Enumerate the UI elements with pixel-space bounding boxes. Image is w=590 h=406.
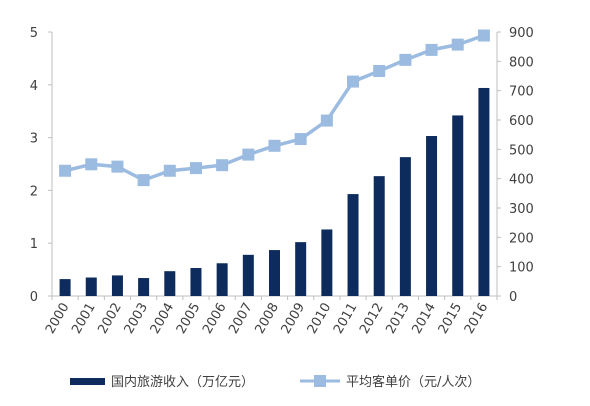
x-tick-label: 2007 xyxy=(226,301,256,337)
bar-2014 xyxy=(426,136,438,296)
left-axis-tick-label: 2 xyxy=(30,184,38,199)
x-tick-label: 2003 xyxy=(122,301,152,337)
x-tick-label: 2001 xyxy=(69,301,99,337)
bar-2009 xyxy=(295,242,307,296)
x-tick-label: 2016 xyxy=(462,300,492,336)
line-marker-2010 xyxy=(320,114,333,127)
line-marker-2014 xyxy=(425,43,438,56)
legend-bar-label: 国内旅游收入（万亿元） xyxy=(111,374,254,390)
left-axis-tick-label: 4 xyxy=(30,79,38,94)
line-marker-2004 xyxy=(163,164,176,177)
right-axis-tick-label: 300 xyxy=(509,202,534,217)
line-marker-2001 xyxy=(85,158,98,171)
bar-2011 xyxy=(347,194,359,296)
legend-line-marker xyxy=(314,375,326,387)
line-marker-2015 xyxy=(451,38,464,51)
bar-series xyxy=(59,87,490,296)
right-axis-tick-label: 600 xyxy=(509,114,534,129)
legend: 国内旅游收入（万亿元） 平均客单价（元/人次） xyxy=(70,374,480,390)
legend-line-label: 平均客单价（元/人次） xyxy=(346,374,480,390)
right-axis-tick-label: 800 xyxy=(509,55,534,70)
x-tick-label: 2013 xyxy=(383,301,413,337)
left-axis-tick-label: 0 xyxy=(30,290,38,305)
x-tick-label: 2011 xyxy=(331,301,361,337)
right-axis-tick-label: 700 xyxy=(509,85,534,100)
line-path xyxy=(64,33,485,182)
line-marker-2009 xyxy=(294,133,307,146)
bar-2004 xyxy=(164,271,176,296)
left-axis-tick-label: 5 xyxy=(30,26,38,41)
right-axis-tick-label: 100 xyxy=(509,261,534,276)
left-axis-tick-label: 1 xyxy=(30,237,38,252)
x-tick-label: 2014 xyxy=(409,301,439,337)
line-marker-2005 xyxy=(189,162,202,175)
bar-2006 xyxy=(216,263,228,296)
x-tick-label: 2000 xyxy=(43,301,73,337)
line-marker-2006 xyxy=(216,159,229,172)
right-axis-tick-label: 200 xyxy=(509,231,534,246)
bar-2002 xyxy=(111,275,123,296)
right-axis-tick-label: 500 xyxy=(509,143,534,158)
line-series xyxy=(59,29,490,187)
bar-2001 xyxy=(85,277,97,296)
bar-2003 xyxy=(138,278,150,296)
left-axis-tick-label: 3 xyxy=(30,132,38,147)
x-tick-label: 2006 xyxy=(200,301,230,337)
line-marker-2003 xyxy=(137,174,150,187)
line-marker-2012 xyxy=(373,65,386,78)
bar-2015 xyxy=(452,115,464,296)
legend-item-line: 平均客单价（元/人次） xyxy=(300,374,480,390)
line-marker-2013 xyxy=(399,53,412,66)
line-marker-2008 xyxy=(268,139,281,152)
bar-2007 xyxy=(242,254,254,296)
right-axis-tick-label: 400 xyxy=(509,173,534,188)
x-tick-label: 2005 xyxy=(174,301,204,337)
bar-2016 xyxy=(478,87,490,296)
chart-axes: 0 1 2 3 4 5 0 100 200 300 400 500 600 700 800 900 xyxy=(30,26,534,305)
x-tick-labels: 2000200120022003200420052006200720082009… xyxy=(43,296,498,337)
line-marker-2007 xyxy=(242,148,255,161)
right-axis-tick-label: 0 xyxy=(509,290,517,305)
x-tick-label: 2015 xyxy=(436,301,466,337)
x-tick-label: 2009 xyxy=(279,301,309,337)
bar-2010 xyxy=(321,229,333,296)
bar-2012 xyxy=(373,176,385,296)
legend-item-bar: 国内旅游收入（万亿元） xyxy=(70,374,254,390)
right-axis-tick-label: 900 xyxy=(509,26,534,41)
x-tick-label: 2002 xyxy=(95,301,125,337)
line-marker-2000 xyxy=(59,164,72,177)
line-marker-2011 xyxy=(347,75,360,88)
x-tick-label: 2008 xyxy=(252,301,282,337)
bar-2008 xyxy=(269,250,280,296)
x-tick-label: 2004 xyxy=(148,301,178,337)
line-marker-2016 xyxy=(477,29,490,42)
bar-2013 xyxy=(399,157,411,296)
x-tick-label: 2010 xyxy=(305,301,335,337)
x-tick-label: 2012 xyxy=(357,301,387,337)
line-marker-2002 xyxy=(111,160,124,173)
bar-2005 xyxy=(190,268,202,296)
bar-2000 xyxy=(59,279,71,296)
legend-bar-swatch xyxy=(70,378,105,385)
